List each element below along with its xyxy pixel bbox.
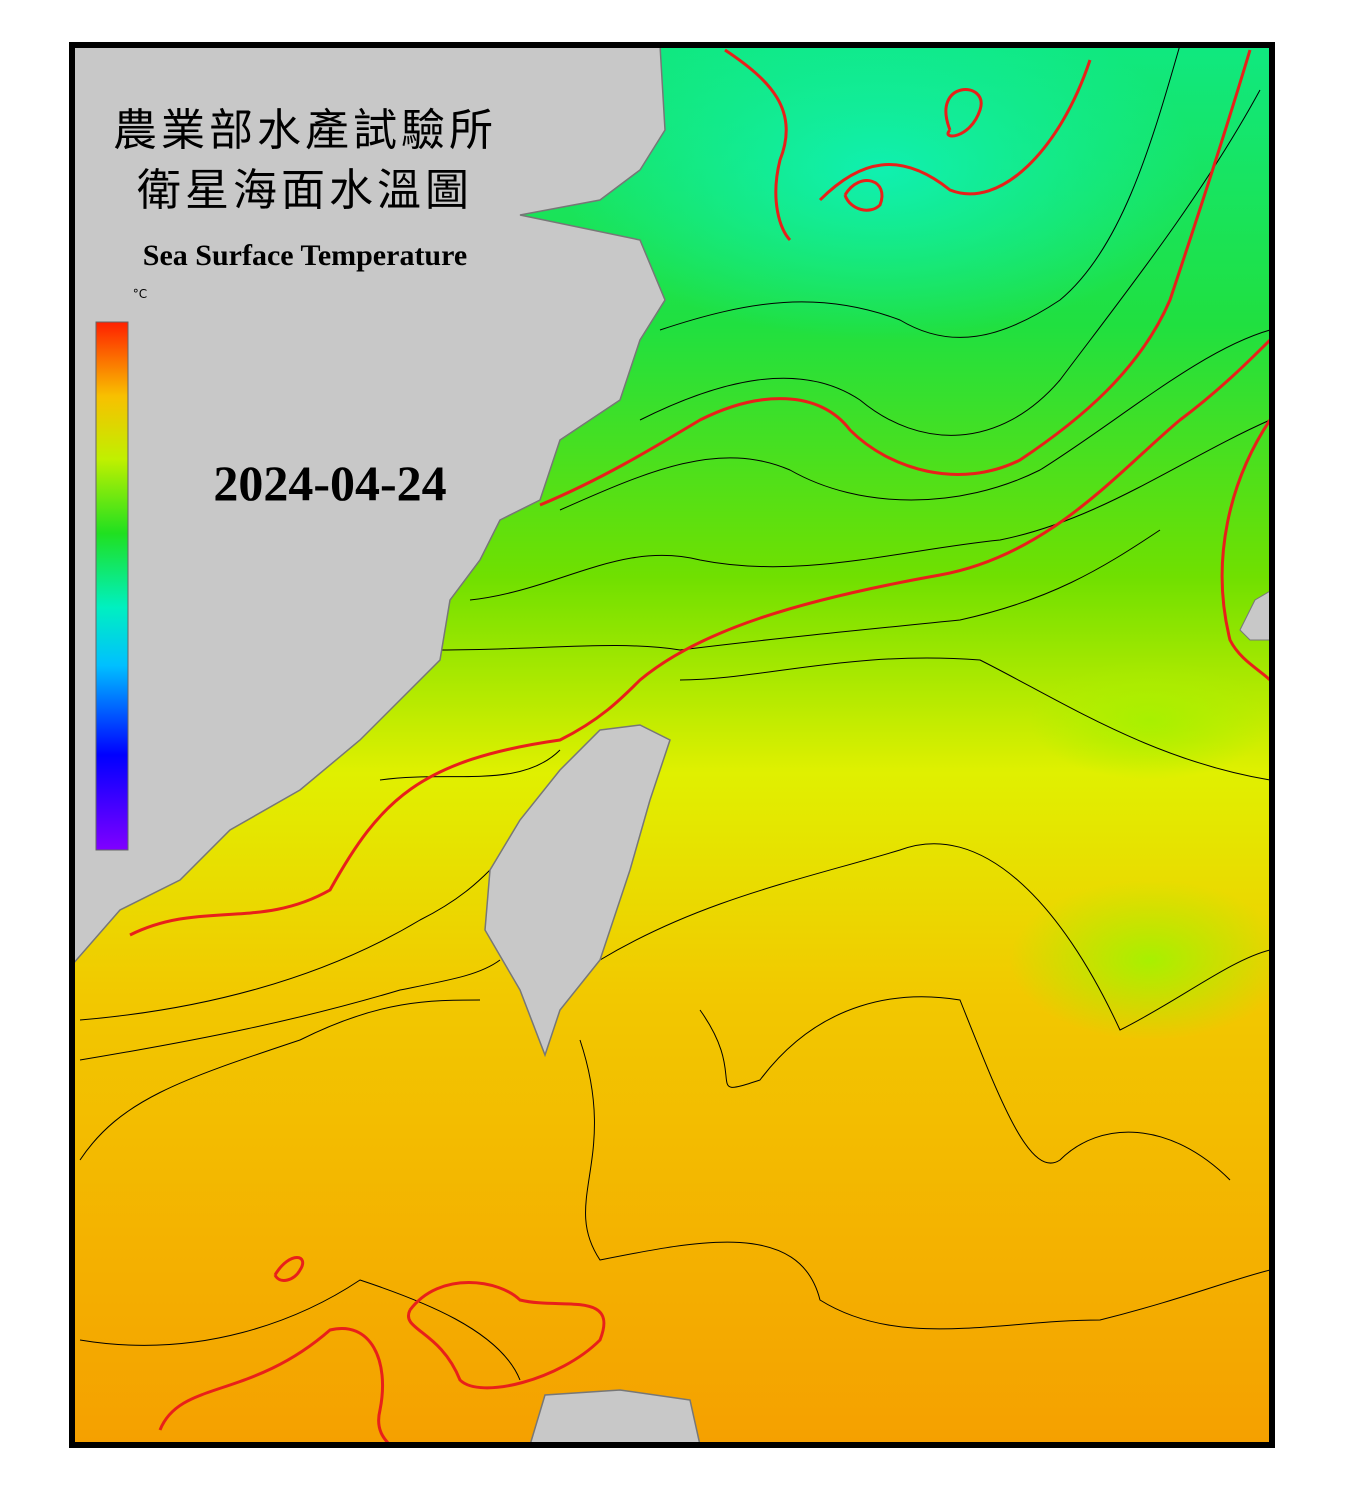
- colorbar-unit: °C: [133, 287, 147, 301]
- colorbar: [95, 321, 129, 851]
- cold-water: [560, 45, 1200, 340]
- title-en: Sea Surface Temperature: [143, 239, 467, 272]
- date: 2024-04-24: [213, 455, 446, 511]
- land-china: [72, 45, 666, 967]
- land-luzon: [529, 1389, 701, 1445]
- green-patch: [1010, 880, 1272, 1040]
- title-zh: 農業部水產試驗所: [113, 106, 497, 155]
- map-frame: [69, 42, 1275, 1448]
- green-patch: [1030, 660, 1270, 780]
- isotherms: [79, 45, 1271, 1381]
- land-island: [1239, 589, 1272, 641]
- land-taiwan: [484, 724, 671, 1058]
- map-area: [72, 45, 1272, 1445]
- isotherms-red: [129, 48, 1272, 1445]
- title-zh: 衛星海面水溫圖: [137, 166, 473, 215]
